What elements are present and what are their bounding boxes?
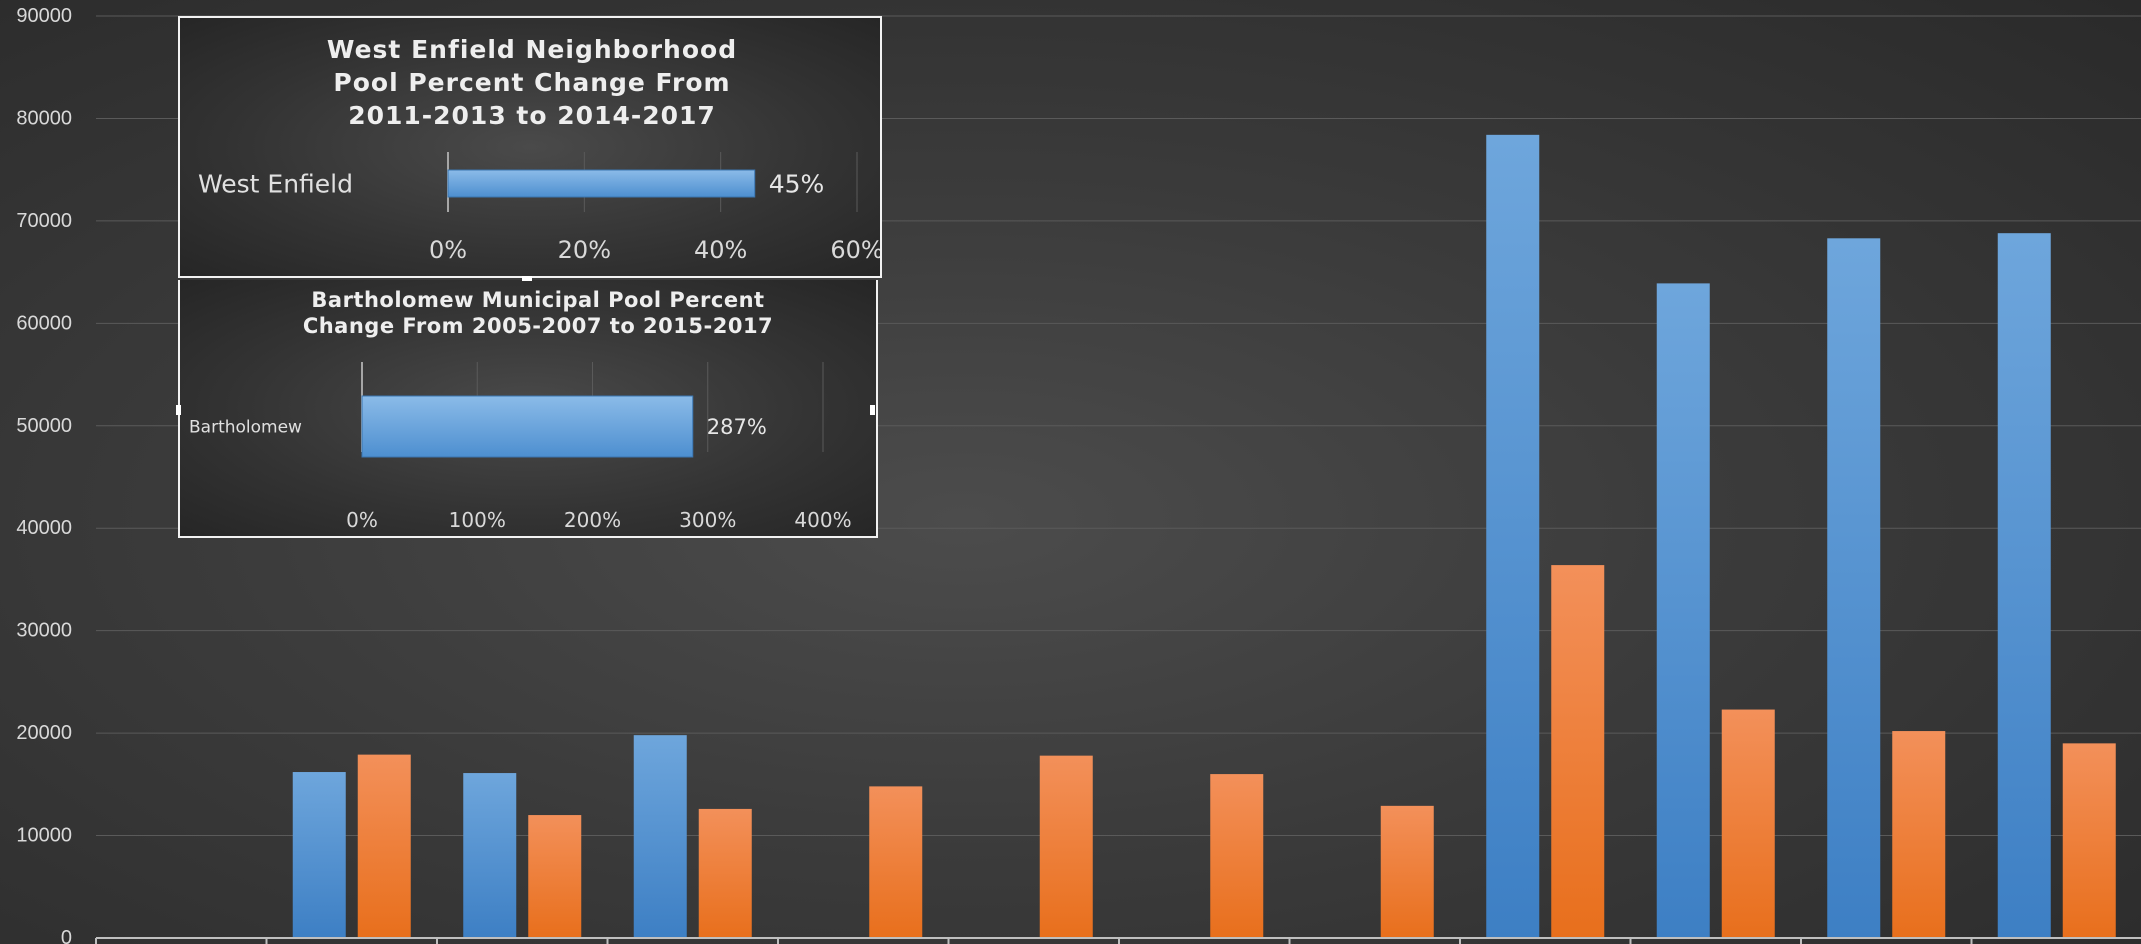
y-tick-label: 30000 — [16, 620, 72, 642]
bar-orange-series — [1551, 565, 1605, 938]
inset-x-tick-label: 0% — [429, 236, 467, 264]
inset-x-tick-label: 20% — [558, 236, 611, 264]
y-tick-label: 90000 — [16, 5, 72, 27]
bar-orange-series — [698, 808, 752, 938]
y-tick-label: 10000 — [16, 825, 72, 847]
bartholomew-chart-svg: Bartholomew Municipal Pool PercentChange… — [189, 288, 852, 532]
inset-x-tick-label: 100% — [449, 508, 506, 532]
bar-orange-series — [357, 754, 411, 938]
bar-blue-series — [1656, 283, 1710, 938]
main-bars — [292, 134, 2116, 938]
inset-x-tick-label: 400% — [794, 508, 851, 532]
inset-bar — [361, 395, 694, 458]
main-y-axis-ticks: 0 10000 20000 30000 40000 50000 60000 70000 8000… — [16, 5, 72, 944]
inset-data-label: 45% — [769, 170, 825, 199]
inset-data-label: 287% — [707, 415, 767, 439]
y-tick-label: 80000 — [16, 107, 72, 129]
main-x-axis — [95, 937, 2141, 944]
inset-bar — [447, 169, 756, 198]
bar-blue-series — [1997, 233, 2051, 938]
inset-x-tick-label: 200% — [564, 508, 621, 532]
bar-orange-series — [1039, 755, 1093, 938]
inset-x-tick-label: 300% — [679, 508, 736, 532]
inset-title-line: Change From 2005-2007 to 2015-2017 — [303, 314, 773, 338]
inset-x-tick-label: 60% — [830, 236, 880, 264]
y-tick-label: 60000 — [16, 312, 72, 334]
bar-blue-series — [1486, 134, 1540, 938]
bar-blue-series — [292, 772, 346, 938]
bar-orange-series — [2062, 743, 2116, 938]
west-enfield-inset-chart[interactable]: West Enfield Neighborhood Pool Percent Ch… — [178, 16, 882, 278]
inset-title: West Enfield Neighborhood Pool Percent Ch… — [327, 35, 737, 130]
bar-blue-series — [1827, 238, 1881, 938]
resize-handle-left[interactable] — [176, 405, 181, 415]
y-tick-label: 0 — [61, 927, 72, 944]
inset-title-line: Pool Percent Change From — [333, 68, 730, 97]
bar-orange-series — [869, 786, 923, 938]
bar-orange-series — [528, 815, 582, 938]
bar-orange-series — [1892, 731, 1946, 938]
inset-title-line: West Enfield Neighborhood — [327, 35, 737, 64]
y-tick-label: 40000 — [16, 517, 72, 539]
y-tick-label: 20000 — [16, 722, 72, 744]
bar-orange-series — [1210, 774, 1264, 938]
y-tick-label: 50000 — [16, 415, 72, 437]
resize-handle-top[interactable] — [522, 276, 532, 281]
inset-title-line: 2011-2013 to 2014-2017 — [348, 101, 716, 130]
bar-blue-series — [463, 773, 517, 938]
inset-category-label: Bartholomew — [189, 418, 302, 438]
bar-orange-series — [1380, 805, 1434, 938]
inset-title: Bartholomew Municipal Pool PercentChange… — [303, 288, 773, 338]
inset-x-tick-label: 0% — [346, 508, 378, 532]
y-tick-label: 70000 — [16, 210, 72, 232]
bartholomew-inset-chart[interactable]: Bartholomew Municipal Pool Percent Change… — [178, 280, 878, 538]
bar-orange-series — [1721, 709, 1775, 938]
inset-category-label: West Enfield — [198, 170, 353, 199]
bar-blue-series — [633, 735, 687, 938]
inset-x-tick-label: 40% — [694, 236, 747, 264]
west-enfield-chart-svg: West Enfield Neighborhood Pool Percent Ch… — [198, 35, 880, 264]
resize-handle-right[interactable] — [870, 405, 875, 415]
inset-title-line: Bartholomew Municipal Pool Percent — [311, 288, 764, 312]
